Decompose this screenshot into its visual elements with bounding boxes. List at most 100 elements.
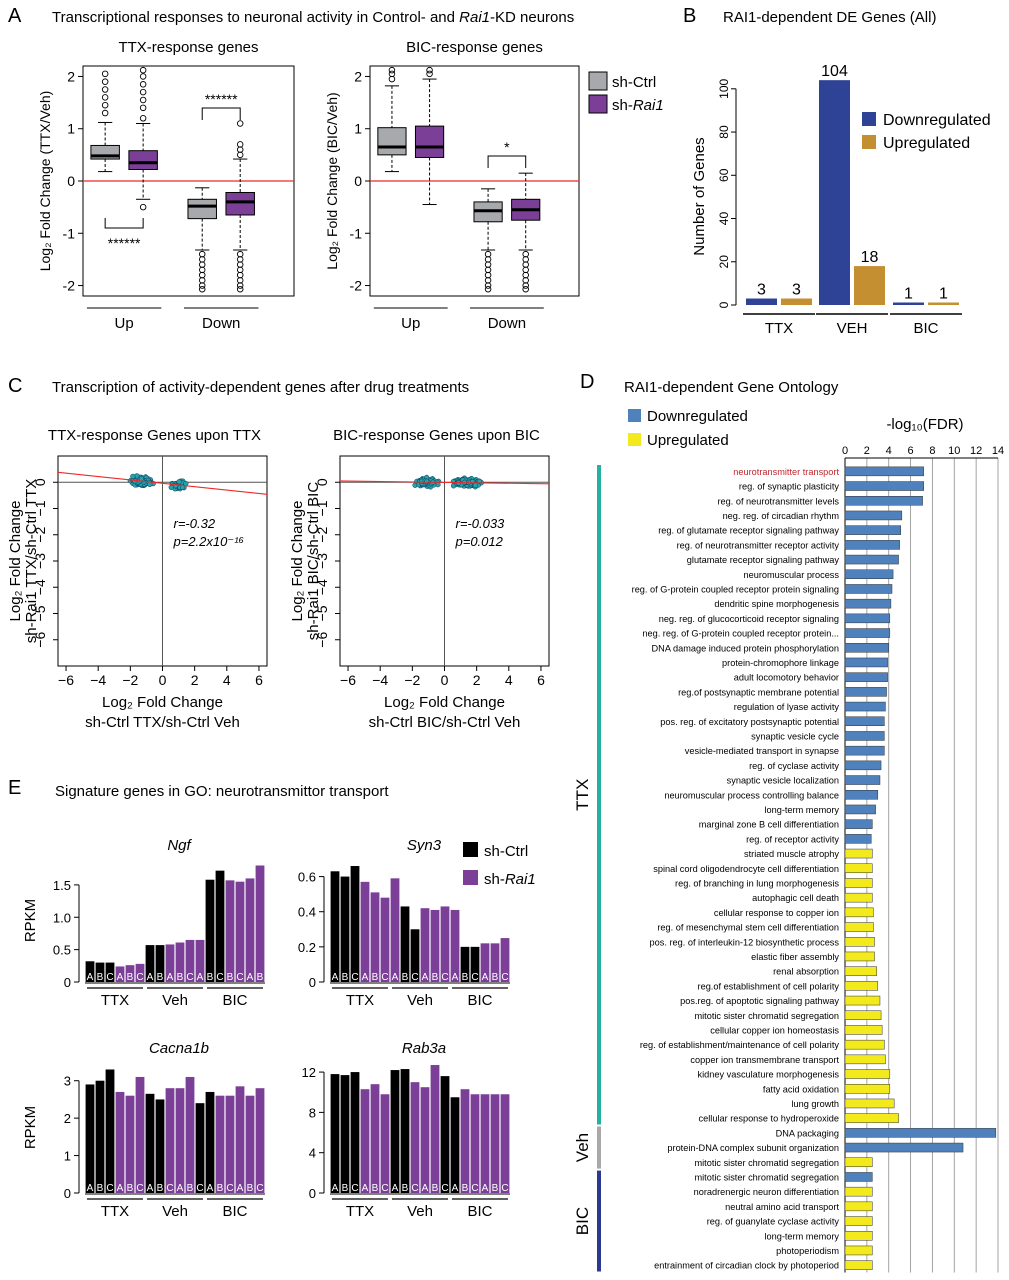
go-bar bbox=[844, 863, 873, 873]
gene-title: Syn3 bbox=[407, 837, 442, 854]
go-term-label: spinal cord oligodendrocyte cell differe… bbox=[653, 864, 839, 874]
outlier-point bbox=[101, 86, 109, 93]
bar-value-label: 18 bbox=[861, 249, 879, 266]
significance-bracket bbox=[487, 155, 527, 168]
panel-a-title-gene: Rai1 bbox=[459, 9, 490, 26]
panel-b-bar-chart: RAI1-dependent DE Genes (All) 0 20 40 60 80 10… bbox=[691, 9, 991, 337]
expression-bar bbox=[225, 880, 235, 982]
outlier-point bbox=[426, 66, 433, 74]
y-axis-label: RPKM bbox=[22, 899, 39, 942]
bar-downregulated-veh bbox=[819, 80, 850, 306]
outlier-point bbox=[236, 250, 244, 258]
legend-swatch-upregulated bbox=[862, 135, 876, 149]
go-bar bbox=[844, 1084, 891, 1094]
go-term-label: reg. of cyclase activity bbox=[749, 761, 839, 771]
go-term-label: marginal zone B cell differentiation bbox=[699, 820, 839, 830]
replicate-label: B bbox=[217, 1183, 224, 1194]
outlier-point bbox=[101, 78, 109, 85]
go-term-label: mitotic sister chromatid segregation bbox=[694, 1172, 839, 1182]
panel-d-go-chart: Downregulated Upregulated -log₁₀(FDR) 0 2 4 6 8… bbox=[573, 408, 1004, 1273]
replicate-label: B bbox=[257, 972, 264, 983]
replicate-label: C bbox=[351, 972, 358, 983]
expression-bar bbox=[350, 866, 360, 982]
outlier-point bbox=[522, 277, 529, 284]
expression-bar bbox=[350, 1072, 360, 1193]
go-term-label: renal absorption bbox=[773, 967, 839, 977]
y-tick-label: 0 bbox=[309, 1186, 316, 1201]
expression-bar bbox=[165, 944, 175, 982]
panel-e-letter: E bbox=[8, 777, 21, 799]
y-tick-label: -2 bbox=[350, 278, 363, 294]
go-bar bbox=[844, 481, 924, 491]
y-tick-label: 2 bbox=[354, 68, 362, 84]
go-term-label: glutamate receptor signaling pathway bbox=[687, 555, 840, 565]
go-term-label: reg. of receptor activity bbox=[746, 834, 839, 844]
group-label: Down bbox=[202, 315, 240, 332]
expression-bar bbox=[490, 943, 500, 982]
expression-bar bbox=[135, 1076, 145, 1193]
x-tick-label: 6 bbox=[255, 672, 263, 688]
replicate-label: B bbox=[127, 972, 134, 983]
go-bar bbox=[844, 525, 901, 535]
go-bar bbox=[844, 745, 885, 756]
outlier-point bbox=[484, 261, 492, 268]
legend-swatch-go-down bbox=[628, 409, 641, 422]
outlier-point bbox=[139, 81, 147, 88]
scatter-point bbox=[469, 479, 476, 485]
replicate-label: C bbox=[441, 1183, 448, 1194]
expression-bar bbox=[85, 961, 95, 982]
replicate-label: C bbox=[381, 972, 388, 983]
go-bar bbox=[844, 1142, 964, 1153]
legend-swatch-e-rai1 bbox=[463, 870, 478, 885]
go-term-label: synaptic vesicle cycle bbox=[751, 731, 839, 741]
outlier-point bbox=[522, 271, 529, 279]
y-tick-label: 0.4 bbox=[298, 905, 316, 920]
y-axis-label-line1: Log₂ Fold Change bbox=[289, 501, 306, 622]
y-tick-label: 1.5 bbox=[53, 878, 71, 893]
replicate-label: A bbox=[117, 1183, 124, 1194]
bar-value-label: 1 bbox=[904, 286, 913, 303]
y-tick-label: −3 bbox=[314, 553, 330, 569]
outlier-point bbox=[484, 271, 492, 279]
go-x-tick-label: 8 bbox=[929, 445, 935, 457]
significance-bracket bbox=[104, 218, 144, 229]
correlation-r: r=-0.32 bbox=[174, 516, 216, 531]
significance-label: ****** bbox=[108, 235, 141, 251]
replicate-label: A bbox=[452, 972, 459, 983]
panel-d-title: RAI1-dependent Gene Ontology bbox=[624, 379, 839, 396]
x-axis-label-line2: sh-Ctrl TTX/sh-Ctrl Veh bbox=[85, 714, 240, 731]
outlier-point bbox=[522, 266, 529, 274]
go-term-label: neg. reg. of glucocorticoid receptor sig… bbox=[659, 614, 839, 624]
go-bar bbox=[844, 569, 894, 579]
expression-bar bbox=[125, 1095, 135, 1193]
expression-bar bbox=[500, 1094, 510, 1193]
expression-bar bbox=[360, 881, 370, 982]
go-group-bar-ttx bbox=[597, 465, 601, 1125]
go-x-tick-label: 0 bbox=[842, 445, 848, 457]
outlier-point bbox=[236, 277, 244, 284]
legend-swatch-sh-rai1 bbox=[588, 94, 608, 114]
outlier-point bbox=[198, 256, 206, 263]
expression-bar bbox=[105, 1069, 115, 1193]
go-term-label: striated muscle atrophy bbox=[744, 849, 839, 859]
legend-label-go-down: Downregulated bbox=[647, 408, 748, 425]
correlation-p: p=0.012 bbox=[455, 534, 504, 549]
expression-bar bbox=[245, 1095, 255, 1193]
group-label: Down bbox=[488, 315, 526, 332]
expression-bar bbox=[480, 1094, 490, 1193]
y-tick-label: -1 bbox=[63, 225, 76, 241]
outlier-point bbox=[139, 115, 147, 122]
y-tick-label: 0 bbox=[354, 173, 362, 189]
go-x-tick-label: 2 bbox=[864, 445, 870, 457]
y-tick-label: 0 bbox=[64, 1186, 71, 1201]
category-label: BIC bbox=[913, 320, 938, 337]
expression-bar bbox=[370, 892, 380, 982]
y-tick-label: −2 bbox=[32, 527, 48, 543]
replicate-label: C bbox=[351, 1183, 358, 1194]
replicate-label: B bbox=[372, 972, 379, 983]
replicate-label: A bbox=[197, 972, 204, 983]
